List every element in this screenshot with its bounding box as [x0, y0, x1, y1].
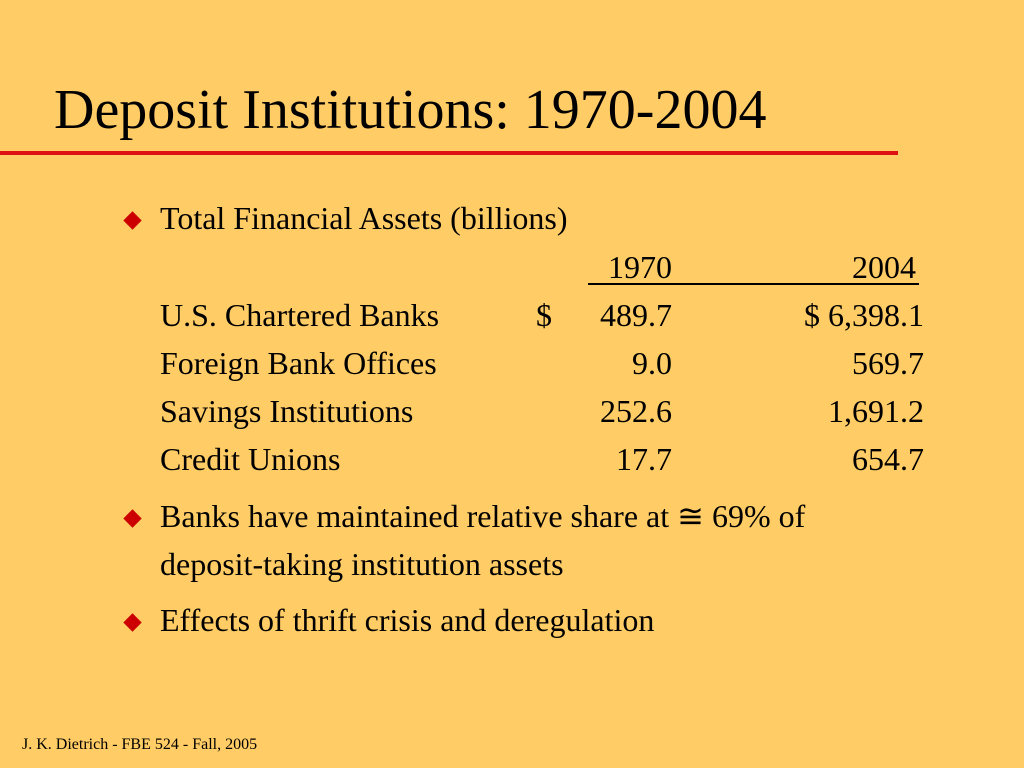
cell-us-chartered-banks-1970: 489.7: [600, 297, 672, 333]
bullet-diamond-icon: [123, 613, 142, 632]
cell-credit-unions-1970: 17.7: [616, 441, 672, 477]
effects-text: Effects of thrift crisis and deregulatio…: [160, 602, 655, 638]
cell-foreign-bank-offices-2004: 569.7: [852, 345, 924, 381]
cell-savings-institutions-2004: 1,691.2: [828, 393, 924, 429]
row-label-savings-institutions: Savings Institutions: [160, 393, 414, 429]
cell-savings-institutions-1970: 252.6: [600, 393, 672, 429]
slide-title: Deposit Institutions: 1970-2004: [54, 79, 767, 141]
cell-foreign-bank-offices-1970: 9.0: [632, 345, 672, 381]
row-label-foreign-bank-offices: Foreign Bank Offices: [160, 345, 437, 381]
cell-us-chartered-banks-2004: $ 6,398.1: [804, 297, 924, 333]
cell-credit-unions-2004: 654.7: [852, 441, 924, 477]
row-label-us-chartered-banks: U.S. Chartered Banks: [160, 297, 440, 333]
share-text-line-2: deposit-taking institution assets: [160, 546, 564, 582]
assets-heading: Total Financial Assets (billions): [160, 200, 568, 236]
title-divider: [0, 151, 898, 155]
column-header-2004: 2004: [852, 249, 916, 285]
row-label-credit-unions: Credit Unions: [160, 441, 341, 477]
column-header-underline: [588, 283, 919, 285]
row-dollar-sign-1970: $: [536, 297, 552, 333]
slide-footer: J. K. Dietrich - FBE 524 - Fall, 2005: [22, 736, 258, 753]
share-text-line-1: Banks have maintained relative share at …: [160, 498, 806, 534]
bullet-diamond-icon: [123, 211, 142, 230]
column-header-1970: 1970: [608, 249, 672, 285]
bullet-diamond-icon: [123, 509, 142, 528]
